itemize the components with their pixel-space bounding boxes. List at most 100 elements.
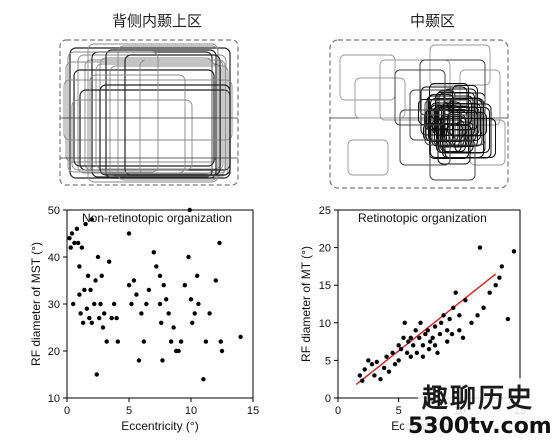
mst-data-point xyxy=(190,320,195,325)
mt-data-point xyxy=(437,331,443,337)
mst-data-point xyxy=(83,221,88,227)
mst-data-point xyxy=(93,278,98,283)
mst-data-point xyxy=(131,278,137,283)
mst-data-point xyxy=(203,339,209,344)
mst-data-point xyxy=(217,240,222,246)
mt-data-point xyxy=(451,305,456,310)
mst-data-point xyxy=(84,306,90,311)
mt-data-point xyxy=(413,328,418,333)
mst-data-point xyxy=(129,301,134,307)
mst-data-point xyxy=(109,315,114,321)
mst-data-point xyxy=(139,311,144,316)
mst-data-point xyxy=(201,377,206,382)
mt-data-point xyxy=(425,328,430,333)
mst-data-point xyxy=(126,231,132,236)
mt-data-point xyxy=(445,328,450,333)
mt-data-point xyxy=(426,346,432,352)
mst-data-point xyxy=(188,297,194,302)
mt-data-point xyxy=(511,249,517,254)
mt-y-tick-label: 20 xyxy=(319,243,331,255)
mst-rf-outline xyxy=(89,74,186,174)
mst-data-point xyxy=(104,339,109,344)
mst-data-point xyxy=(218,339,223,344)
mst-data-point xyxy=(146,287,152,293)
mt-data-point xyxy=(357,373,363,378)
mst-x-tick-label: 10 xyxy=(185,405,197,417)
mt-chart-title: Retinotopic organization xyxy=(358,211,487,225)
mst-chart-title: Non-retinotopic organization xyxy=(82,211,232,225)
mt-data-point xyxy=(420,354,426,359)
right-panel-title: 中颞区 xyxy=(410,12,456,30)
mst-data-point xyxy=(85,273,91,278)
mt-data-point xyxy=(386,369,392,374)
mst-x-tick-label: 0 xyxy=(64,405,70,417)
mst-data-point xyxy=(168,339,174,344)
mt-data-point xyxy=(411,343,416,348)
mst-data-point xyxy=(176,348,181,354)
mt-data-point xyxy=(457,328,462,333)
mst-rf-outline xyxy=(99,84,231,176)
mst-data-point xyxy=(182,283,187,288)
mst-data-point xyxy=(136,358,142,363)
mst-rf-outline xyxy=(63,79,233,141)
mt-data-point xyxy=(381,365,387,371)
mst-y-tick-label: 30 xyxy=(48,299,60,311)
mst-x-axis-label: Eccentricity (°) xyxy=(121,419,198,433)
mt-data-point xyxy=(366,358,371,363)
mt-data-point xyxy=(360,378,365,383)
mst-data-point xyxy=(196,301,201,307)
mt-data-point xyxy=(408,335,413,341)
mst-data-point xyxy=(100,325,106,330)
mt-x-tick-label: 0 xyxy=(335,405,341,417)
mt-rf-outline xyxy=(440,116,466,152)
mt-data-point xyxy=(497,275,502,280)
mst-rf-map xyxy=(59,39,509,189)
mst-rf-outline xyxy=(109,65,229,177)
mt-data-point xyxy=(402,320,407,325)
mt-data-point xyxy=(493,283,498,288)
mt-data-point xyxy=(481,305,486,310)
mst-data-point xyxy=(187,207,192,213)
mt-data-point xyxy=(396,358,401,363)
mst-data-point xyxy=(89,320,95,325)
mt-data-point xyxy=(447,316,452,322)
mst-y-tick-label: 40 xyxy=(48,252,60,264)
mt-data-point xyxy=(430,335,435,341)
mt-rf-outline xyxy=(430,98,484,158)
mst-data-point xyxy=(94,372,99,377)
mt-data-point xyxy=(369,361,375,367)
mst-y-axis-label: RF diameter of MST (°) xyxy=(29,242,43,366)
mt-data-point xyxy=(469,320,474,325)
mst-data-point xyxy=(171,325,176,330)
mt-y-tick-label: 10 xyxy=(319,318,331,330)
mt-data-point xyxy=(378,377,383,382)
mst-data-point xyxy=(134,292,139,297)
mt-x-tick-label: 5 xyxy=(396,405,402,417)
mst-data-point xyxy=(72,240,77,246)
mst-data-point xyxy=(195,273,200,278)
mt-rf-outline xyxy=(424,99,486,146)
mst-data-point xyxy=(102,311,107,316)
mt-data-point xyxy=(477,245,483,250)
mst-data-point xyxy=(186,254,191,260)
mst-data-point xyxy=(80,320,86,325)
mt-y-tick-label: 0 xyxy=(325,393,331,405)
mt-data-point xyxy=(438,320,444,325)
mt-data-point xyxy=(404,350,410,356)
mst-data-point xyxy=(238,334,243,340)
mst-y-tick-label: 50 xyxy=(48,205,60,217)
mst-rf-outline xyxy=(71,99,193,171)
mt-data-point xyxy=(420,343,426,348)
mst-data-point xyxy=(219,348,225,354)
mt-data-point xyxy=(441,313,446,318)
mst-data-point xyxy=(77,292,82,297)
mt-data-point xyxy=(453,290,458,295)
mst-data-point xyxy=(92,301,97,307)
mst-data-point xyxy=(157,273,163,278)
mt-data-point xyxy=(457,313,462,318)
mt-data-point xyxy=(445,339,450,344)
mt-data-point xyxy=(372,373,377,378)
mst-data-point xyxy=(166,311,171,316)
mst-data-point xyxy=(71,301,76,307)
